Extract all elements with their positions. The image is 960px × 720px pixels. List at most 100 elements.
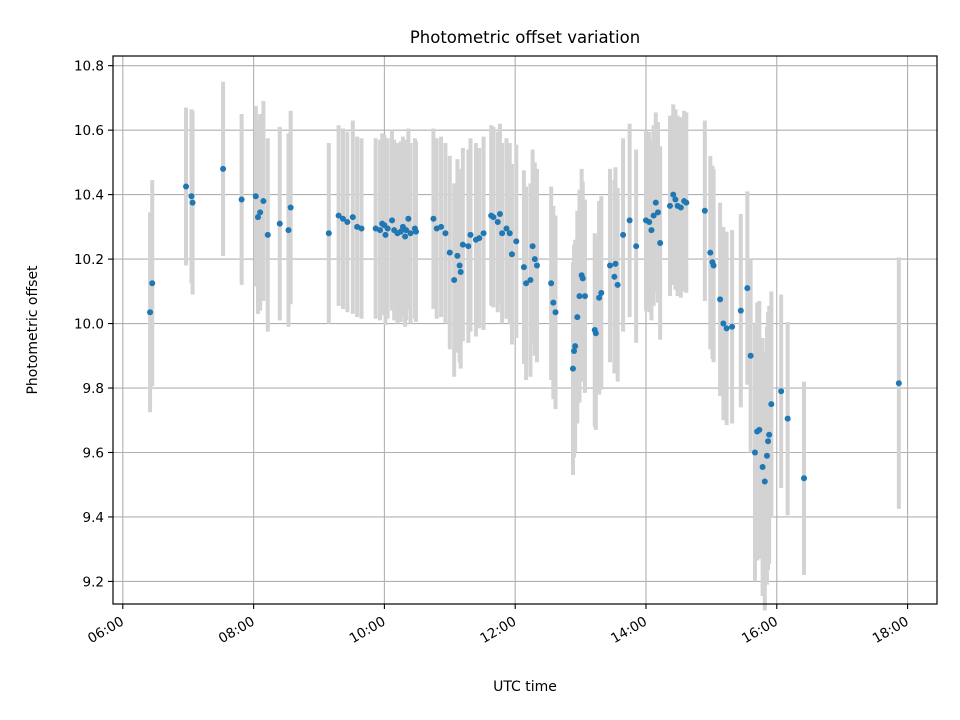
data-point [720,320,727,327]
data-point [701,207,708,214]
data-point [744,285,751,292]
data-point [325,230,332,237]
data-point [405,215,412,222]
data-point [576,293,583,300]
data-point [784,415,791,422]
data-point [710,262,717,269]
y-tick-label: 9.6 [83,445,104,461]
data-point [761,478,768,485]
data-point [344,219,351,226]
data-point [650,212,657,219]
data-point [548,280,555,287]
data-point [801,475,808,482]
data-point [751,449,758,456]
data-point [188,193,195,200]
data-point [654,209,661,216]
data-point [646,219,653,226]
data-point [550,299,557,306]
data-point [612,260,619,267]
data-point [574,314,581,321]
data-point [446,249,453,256]
data-point [766,431,773,438]
data-point [456,262,463,269]
data-point [403,227,410,234]
data-point [672,196,679,203]
data-point [737,307,744,314]
data-point [496,210,503,217]
data-point [438,223,445,230]
data-point [506,230,513,237]
y-tick-label: 9.4 [83,510,104,526]
data-point [264,231,271,238]
data-point [339,215,346,222]
data-point [581,293,588,300]
y-tick-label: 10.2 [74,252,104,268]
data-point [503,225,510,232]
data-point [531,256,538,263]
data-point [358,225,365,232]
data-point [592,330,599,337]
data-point [533,262,540,269]
data-point [189,199,196,206]
plot-frame [112,55,938,605]
data-point [747,352,754,359]
data-point [527,277,534,284]
data-point [257,209,264,216]
data-point [707,249,714,256]
data-point [723,325,730,332]
data-point [407,230,414,237]
data-point [666,202,673,209]
data-point [652,199,659,206]
data-point [683,199,690,206]
data-point [384,225,391,232]
data-point [520,264,527,271]
data-point [238,196,245,203]
x-axis-label: UTC time [493,679,557,695]
data-point [457,268,464,275]
data-point [451,277,458,284]
data-point [508,251,515,258]
y-tick-label: 10.8 [74,59,104,75]
y-axis: 9.2 9.4 9.6 9.8 10.0 10.2 10.4 10.6 10.8 [74,59,113,590]
data-point [476,235,483,242]
data-point [572,343,579,350]
data-point [413,228,420,235]
data-point [389,217,396,224]
data-point [480,230,487,237]
y-tick-label: 9.2 [83,574,104,590]
data-point [607,262,614,269]
data-point [759,464,766,470]
data-point [596,294,603,301]
y-axis-label: Photometric offset [25,265,41,395]
y-tick-label: 9.8 [83,381,104,397]
data-point [490,214,497,221]
data-point [149,280,156,287]
data-points [147,165,902,485]
data-point [260,198,267,205]
data-point [598,289,605,296]
data-point [765,438,772,445]
data-point [276,220,283,227]
data-point [523,280,530,287]
data-point [494,219,501,226]
data-point [442,230,449,237]
data-point [571,347,578,354]
data-point [677,204,684,211]
data-point [467,231,474,238]
data-point [513,238,520,245]
data-point [529,243,536,250]
data-point [349,214,356,221]
y-tick-label: 10.4 [74,188,104,204]
data-point [620,231,627,238]
data-point [670,191,677,198]
data-point [768,401,775,408]
data-point [778,388,785,395]
data-point [147,309,154,316]
data-point [430,215,437,222]
data-point [499,230,506,237]
data-point [729,323,736,330]
data-point [626,217,633,224]
data-point [285,227,292,234]
